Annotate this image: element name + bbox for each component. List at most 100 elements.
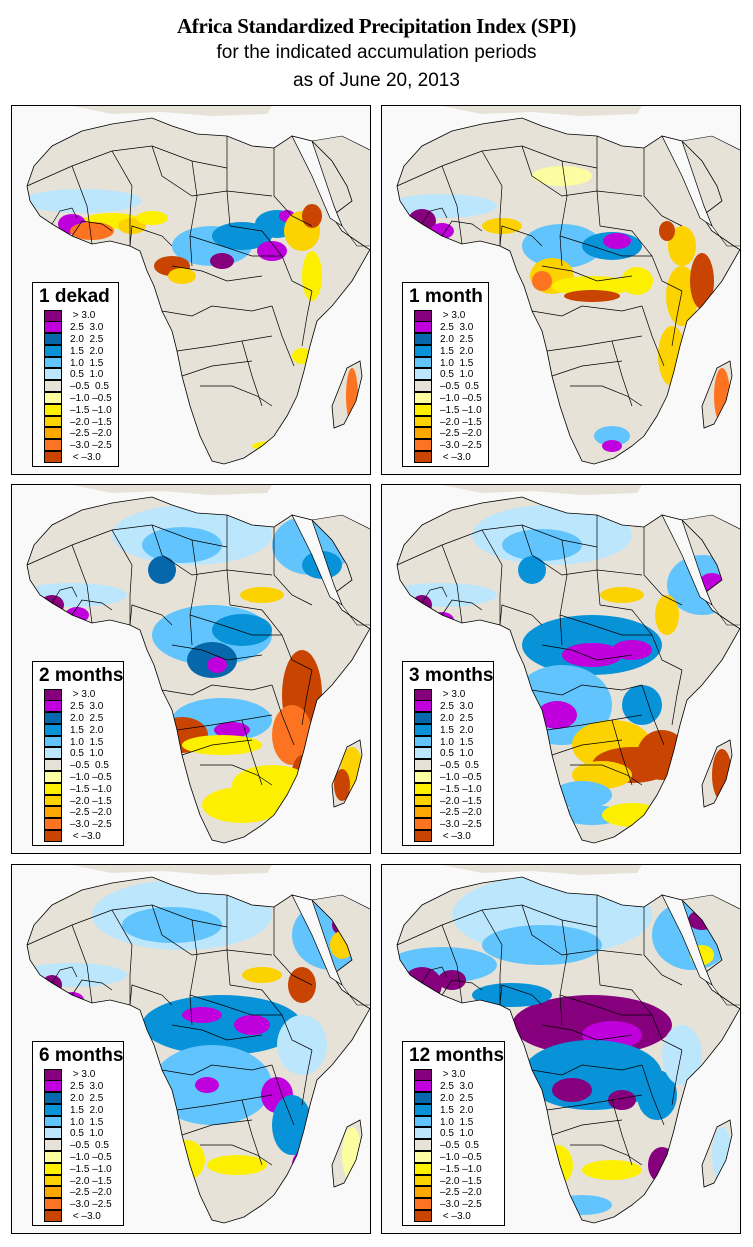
legend-label: –2.5 –2.0: [70, 1187, 112, 1199]
spi-region: [207, 1155, 267, 1175]
legend-entry: –2.0 –1.5: [414, 1174, 498, 1187]
legend-swatch: [414, 1186, 432, 1199]
legend-entry: > 3.0: [414, 1069, 498, 1081]
legend-label: 0.5 1.0: [440, 748, 474, 760]
legend-entry: 0.5 1.0: [414, 368, 482, 381]
legend-entry: < –3.0: [414, 1210, 498, 1223]
legend-swatch: [44, 689, 62, 701]
country-border: [176, 1094, 273, 1111]
spi-region: [27, 189, 142, 213]
legend-swatch: [44, 1103, 62, 1116]
panel-title: 12 months: [409, 1045, 505, 1066]
country-border: [551, 1119, 623, 1136]
country-border: [189, 160, 198, 267]
legend-label: 0.5 1.0: [70, 369, 104, 381]
legend-swatch: [44, 700, 62, 713]
country-border: [559, 614, 652, 636]
figure-date: as of June 20, 2013: [293, 70, 460, 91]
legend-label: > 3.0: [440, 689, 466, 701]
legend-swatch: [44, 723, 62, 736]
legend-swatch: [44, 830, 62, 842]
legend-swatch: [44, 759, 62, 772]
country-border: [200, 764, 273, 786]
country-border: [559, 919, 568, 1026]
europe-fragment: [72, 865, 272, 875]
legend-swatch: [44, 403, 62, 416]
panel-title: 1 dekad: [39, 286, 110, 307]
spi-region: [522, 224, 602, 268]
country-border: [271, 684, 295, 746]
legend-entry: –3.0 –2.5: [44, 439, 112, 452]
legend-swatch: [44, 1069, 62, 1081]
country-border: [396, 524, 598, 566]
legend-label: 2.5 3.0: [440, 1081, 474, 1093]
country-border: [181, 360, 253, 377]
legend-swatch: [414, 392, 432, 404]
legend-entry: 2.0 2.5: [44, 333, 112, 346]
legend-label: 2.5 3.0: [440, 322, 474, 334]
legend-swatch: [414, 689, 432, 701]
country-border: [671, 290, 683, 347]
country-border: [189, 994, 282, 1016]
spi-region: [122, 907, 222, 943]
legend-label: –1.0 –0.5: [440, 771, 482, 783]
spi-region: [290, 755, 314, 815]
country-border: [541, 1024, 633, 1041]
legend-entry: > 3.0: [44, 1069, 117, 1081]
spi-region: [472, 983, 552, 1007]
country-border: [531, 684, 643, 696]
legend-label: –2.5 –2.0: [70, 428, 112, 440]
country-border: [559, 994, 652, 1016]
spi-region: [603, 233, 631, 249]
coastline: [331, 1119, 363, 1188]
legend-swatch: [414, 794, 432, 807]
country-border: [531, 305, 643, 317]
country-border: [200, 385, 273, 407]
legend-label: –2.0 –1.5: [70, 1175, 112, 1187]
legend-entry: –3.0 –2.5: [44, 1198, 117, 1211]
panel-title: 6 months: [39, 1045, 124, 1066]
country-border: [546, 1094, 643, 1111]
legend-entry: 1.0 1.5: [414, 1115, 498, 1128]
legend-entry: –2.0 –1.5: [414, 794, 487, 807]
legend-entry: –2.5 –2.0: [44, 427, 112, 440]
legend-label: 0.5 1.0: [70, 1128, 104, 1140]
legend-label: < –3.0: [70, 830, 101, 842]
country-border: [301, 1049, 313, 1106]
legend-entry: –1.0 –0.5: [414, 392, 482, 405]
legend-swatch: [44, 415, 62, 428]
country-border: [151, 904, 273, 956]
europe-fragment: [442, 865, 642, 875]
africa-map: [396, 106, 740, 465]
legend-label: –1.5 –1.0: [70, 783, 112, 795]
legend-swatch: [414, 439, 432, 452]
legend-label: < –3.0: [70, 451, 101, 463]
legend-label: 2.0 2.5: [440, 712, 474, 724]
legend-swatch: [414, 1080, 432, 1093]
legend-label: –0.5 0.5: [440, 381, 479, 393]
legend-label: –3.0 –2.5: [440, 1199, 482, 1211]
legend-entry: –1.0 –0.5: [414, 1151, 498, 1164]
country-border: [71, 544, 93, 624]
legend-entry: –1.0 –0.5: [44, 1151, 117, 1164]
legend-label: –1.0 –0.5: [440, 1151, 482, 1163]
legend-swatch: [44, 735, 62, 748]
legend-entry: –3.0 –2.5: [414, 818, 487, 831]
legend-label: –2.5 –2.0: [440, 807, 482, 819]
country-border: [441, 220, 483, 237]
country-border: [151, 145, 273, 197]
legend-swatch: [414, 759, 432, 772]
country-border: [421, 586, 448, 604]
legend-entry: 0.5 1.0: [414, 747, 487, 760]
legend-swatch: [414, 712, 432, 724]
legend-entry: 1.5 2.0: [414, 723, 487, 736]
legend-swatch: [44, 1139, 62, 1152]
country-border: [226, 136, 231, 227]
legend-swatch: [414, 1069, 432, 1081]
legend-entry: –2.0 –1.5: [44, 415, 112, 428]
country-border: [241, 1099, 263, 1166]
country-border: [271, 1064, 295, 1126]
coastline: [26, 876, 370, 1224]
legend-entry: 1.0 1.5: [44, 356, 112, 369]
red-sea: [661, 135, 713, 227]
